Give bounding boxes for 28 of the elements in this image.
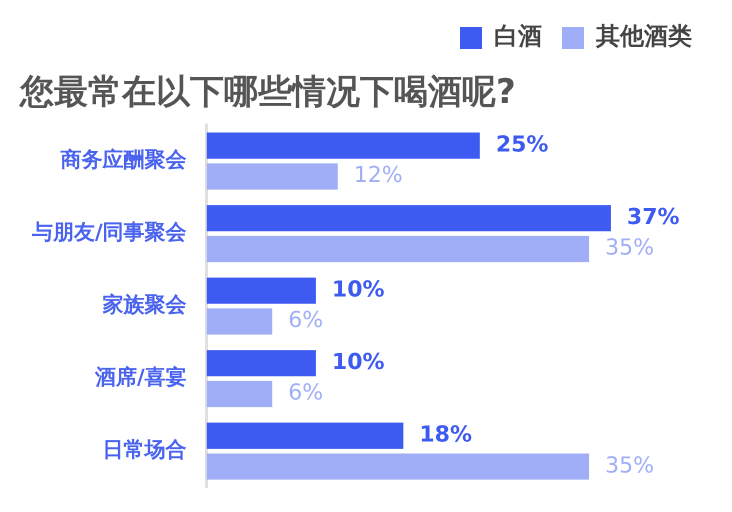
bar — [206, 163, 338, 190]
data-label: 25% — [496, 132, 548, 158]
bar — [206, 132, 480, 159]
data-label: 12% — [354, 163, 403, 188]
data-label: 18% — [419, 422, 472, 448]
y-tick-label: 日常场合 — [102, 438, 187, 462]
bar — [206, 350, 316, 376]
data-label: 6% — [288, 380, 324, 406]
bar — [206, 205, 611, 232]
data-label: 35% — [605, 453, 654, 478]
data-label: 10% — [332, 350, 385, 375]
y-tick-label: 商务应酬聚会 — [60, 148, 188, 172]
legend-label: 白酒 — [494, 22, 542, 50]
y-tick-label: 家族聚会 — [102, 292, 188, 317]
legend-label: 其他酒类 — [595, 22, 692, 50]
chart-title: 您最常在以下哪些情况下喝酒呢? — [18, 72, 516, 112]
y-tick-label: 酒席/喜宴 — [94, 365, 187, 390]
data-label: 35% — [605, 236, 654, 261]
data-label: 6% — [288, 308, 324, 334]
bar — [206, 453, 590, 480]
bar — [206, 308, 272, 335]
bar — [206, 278, 316, 304]
data-label: 10% — [332, 277, 385, 302]
data-label: 37% — [626, 204, 680, 230]
bar — [206, 380, 272, 408]
y-tick-label: 与朋友/同事聚会 — [31, 220, 188, 244]
bar — [206, 422, 404, 449]
bar — [206, 236, 590, 262]
